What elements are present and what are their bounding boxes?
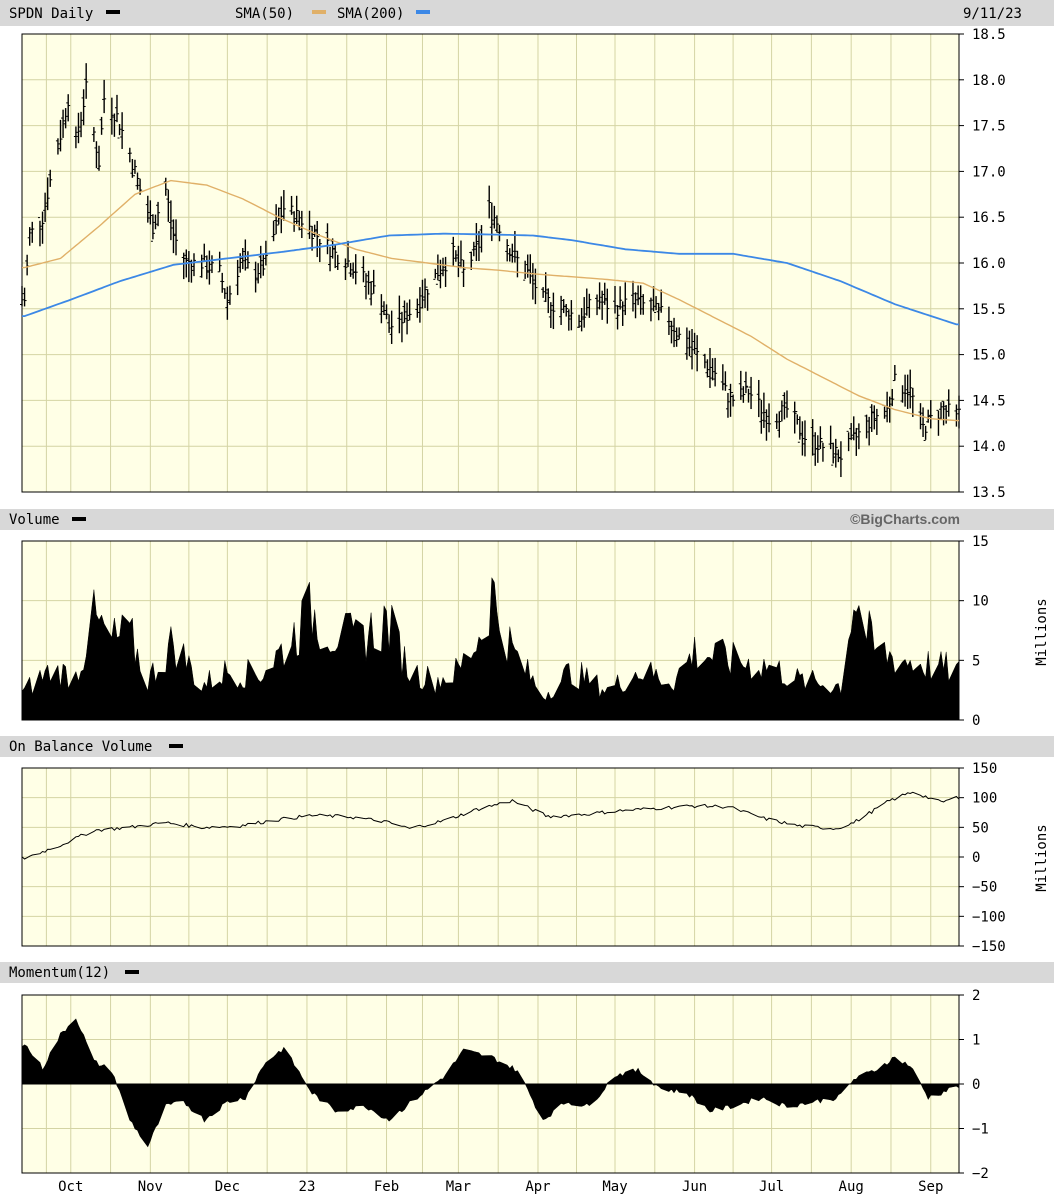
y-tick-label: 14.0 bbox=[972, 439, 1006, 455]
plot-frame bbox=[21, 33, 960, 493]
y-tick-label: 15.5 bbox=[972, 302, 1006, 318]
y-tick-label: 15.0 bbox=[972, 348, 1006, 364]
y-tick-label: 50 bbox=[972, 820, 989, 836]
copyright-text: ©BigCharts.com bbox=[850, 511, 960, 527]
chart-symbol-label: SPDN Daily bbox=[9, 6, 93, 22]
volume-legend-swatch bbox=[72, 517, 86, 521]
volume-unit-label: Millions bbox=[1034, 598, 1050, 665]
x-tick-label: Dec bbox=[215, 1179, 240, 1195]
y-tick-label: 5 bbox=[972, 653, 980, 669]
y-tick-label: 0 bbox=[972, 713, 980, 729]
y-tick-label: 14.5 bbox=[972, 393, 1006, 409]
momentum-panel-title: Momentum(12) bbox=[9, 965, 110, 981]
chart-panels: 18.5 18.0 17.5 17.0 16.5 16.0 15.5 15.0 14.5 14.0… bbox=[20, 27, 1006, 1195]
obv-panel-title: On Balance Volume bbox=[9, 739, 152, 755]
y-tick-label: 1 bbox=[972, 1033, 980, 1049]
x-tick-label: 23 bbox=[299, 1179, 316, 1195]
obv-legend-swatch bbox=[169, 744, 183, 748]
volume-header-bar bbox=[0, 509, 1054, 530]
y-tick-label: 17.5 bbox=[972, 119, 1006, 135]
y-tick-label: −2 bbox=[972, 1166, 989, 1182]
x-tick-label: Apr bbox=[525, 1179, 550, 1195]
x-tick-label: Jul bbox=[759, 1179, 784, 1195]
y-tick-label: −150 bbox=[972, 939, 1006, 955]
obv-line bbox=[21, 791, 960, 860]
y-tick-label: 0 bbox=[972, 1077, 980, 1093]
x-tick-label: Jun bbox=[682, 1179, 707, 1195]
momentum-legend-swatch bbox=[125, 970, 139, 974]
momentum-area bbox=[21, 1018, 960, 1148]
volume-panel-title: Volume bbox=[9, 512, 60, 528]
panel-0: 18.5 18.0 17.5 17.0 16.5 16.0 15.5 15.0 14.5 14.0… bbox=[21, 27, 1006, 501]
x-tick-label: Nov bbox=[138, 1179, 163, 1195]
volume-area bbox=[21, 576, 960, 721]
x-tick-label: Feb bbox=[374, 1179, 399, 1195]
y-tick-label: 150 bbox=[972, 761, 997, 777]
sma50-legend-label: SMA(50) bbox=[235, 6, 294, 22]
y-tick-label: −50 bbox=[972, 880, 997, 896]
momentum-header-bar bbox=[0, 962, 1054, 983]
y-tick-label: −1 bbox=[972, 1122, 989, 1138]
y-tick-label: 0 bbox=[972, 850, 980, 866]
y-tick-label: 18.5 bbox=[972, 27, 1006, 43]
sma200-legend-swatch bbox=[416, 10, 430, 14]
y-tick-label: 17.0 bbox=[972, 164, 1006, 180]
sma50-line bbox=[22, 179, 959, 422]
y-tick-label: 16.0 bbox=[972, 256, 1006, 272]
x-tick-label: Oct bbox=[58, 1179, 83, 1195]
x-tick-label: May bbox=[602, 1179, 627, 1195]
y-tick-label: 100 bbox=[972, 791, 997, 807]
y-tick-label: 16.5 bbox=[972, 210, 1006, 226]
obv-header-bar bbox=[0, 736, 1054, 757]
price-legend-swatch bbox=[106, 10, 120, 14]
x-tick-label: Mar bbox=[446, 1179, 471, 1195]
y-tick-label: 13.5 bbox=[972, 485, 1006, 501]
obv-unit-label: Millions bbox=[1034, 824, 1050, 891]
x-tick-label: Sep bbox=[918, 1179, 943, 1195]
chart-date: 9/11/23 bbox=[963, 6, 1022, 22]
y-tick-label: 15 bbox=[972, 534, 989, 550]
panel-2: 150 100 50 0 −50 −100 −150 bbox=[21, 761, 1006, 955]
sma50-legend-swatch bbox=[312, 10, 326, 14]
y-tick-label: 2 bbox=[972, 988, 980, 1004]
y-tick-label: 18.0 bbox=[972, 73, 1006, 89]
y-tick-label: −100 bbox=[972, 909, 1006, 925]
sma200-legend-label: SMA(200) bbox=[337, 6, 404, 22]
sma200-line bbox=[22, 232, 959, 326]
x-tick-label: Aug bbox=[839, 1179, 864, 1195]
y-tick-label: 10 bbox=[972, 594, 989, 610]
price-header-bar bbox=[0, 0, 1054, 26]
price-bars bbox=[20, 63, 961, 478]
